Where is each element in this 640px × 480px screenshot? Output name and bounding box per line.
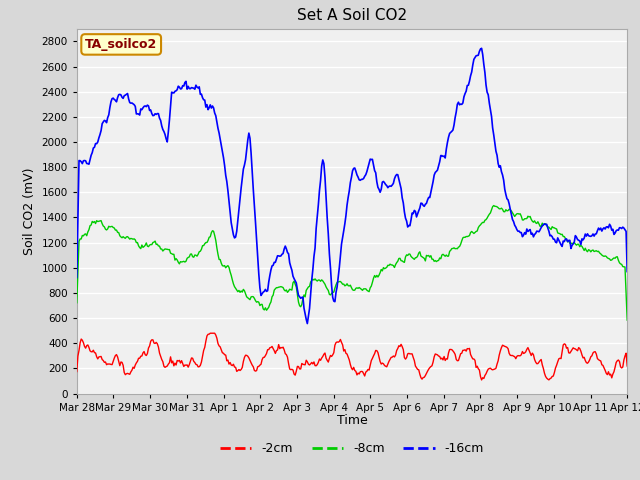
Legend: -2cm, -8cm, -16cm: -2cm, -8cm, -16cm — [215, 437, 489, 460]
Title: Set A Soil CO2: Set A Soil CO2 — [297, 9, 407, 24]
Text: TA_soilco2: TA_soilco2 — [85, 38, 157, 51]
Y-axis label: Soil CO2 (mV): Soil CO2 (mV) — [23, 168, 36, 255]
X-axis label: Time: Time — [337, 414, 367, 427]
